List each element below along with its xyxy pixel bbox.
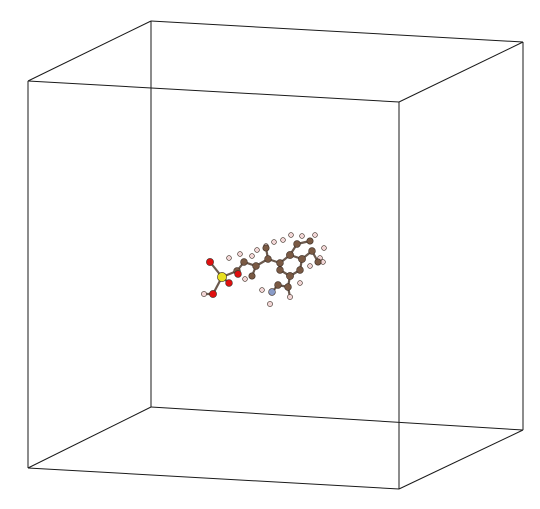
unit-cell-box [27, 20, 524, 490]
carbon-atom[interactable] [314, 258, 322, 266]
carbon-atom[interactable] [252, 262, 260, 270]
carbon-atom[interactable] [306, 237, 314, 245]
hydrogen-atom[interactable] [297, 280, 303, 286]
hydrogen-atom[interactable] [249, 253, 255, 259]
carbon-atom[interactable] [264, 255, 272, 263]
cell-edge [150, 20, 524, 43]
hydrogen-atom[interactable] [312, 232, 318, 238]
hydrogen-atom[interactable] [287, 294, 293, 300]
hydrogen-atom[interactable] [226, 255, 232, 261]
hydrogen-atom[interactable] [288, 232, 294, 238]
hydrogen-atom[interactable] [321, 245, 327, 251]
carbon-atom[interactable] [286, 251, 294, 259]
hydrogen-atom[interactable] [242, 276, 248, 282]
hydrogen-atom[interactable] [259, 287, 265, 293]
cell-edge [398, 429, 524, 490]
carbon-atom[interactable] [298, 255, 306, 263]
oxygen-atom[interactable] [234, 270, 242, 278]
cell-edge [398, 41, 524, 103]
carbon-atom[interactable] [296, 266, 304, 274]
hydrogen-atom[interactable] [254, 247, 260, 253]
carbon-atom[interactable] [262, 244, 270, 252]
cell-edge [150, 406, 524, 431]
hydrogen-atoms [201, 232, 327, 307]
carbon-atom[interactable] [286, 272, 294, 280]
carbon-atom[interactable] [240, 258, 248, 266]
hydrogen-atom[interactable] [307, 263, 313, 269]
cell-edge [27, 20, 152, 82]
carbon-atom[interactable] [276, 266, 284, 274]
carbon-atom[interactable] [293, 240, 301, 248]
carbon-atom[interactable] [284, 283, 292, 291]
hydrogen-atom[interactable] [280, 237, 286, 243]
hetero-atoms [206, 258, 276, 298]
hydrogen-atom[interactable] [237, 251, 243, 257]
cell-edge [27, 467, 400, 490]
nitrogen-atom[interactable] [268, 288, 276, 296]
hydrogen-atom[interactable] [271, 239, 277, 245]
hydrogen-atom[interactable] [299, 233, 305, 239]
hydrogen-atom[interactable] [201, 291, 207, 297]
carbon-atom[interactable] [276, 259, 284, 267]
carbon-atoms [233, 237, 322, 291]
carbon-atom[interactable] [308, 247, 316, 255]
hydrogen-atom[interactable] [267, 301, 273, 307]
carbon-atom[interactable] [274, 281, 282, 289]
oxygen-atom[interactable] [209, 290, 217, 298]
oxygen-atom[interactable] [225, 279, 233, 287]
oxygen-atom[interactable] [206, 258, 214, 266]
cell-edge [27, 80, 400, 103]
sulfur-atom[interactable] [217, 272, 227, 282]
molecule[interactable] [201, 232, 327, 307]
cell-edge [27, 406, 152, 469]
carbon-atom[interactable] [248, 272, 256, 280]
